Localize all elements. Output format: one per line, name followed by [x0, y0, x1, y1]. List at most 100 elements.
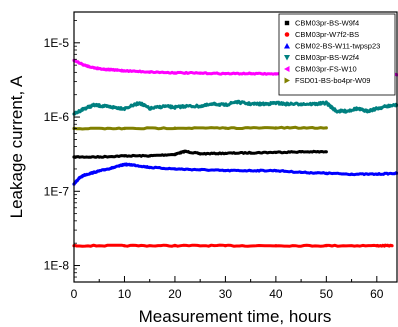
data-point [334, 109, 338, 113]
legend-label: CBM02-BS-W11-twpsp23 [295, 42, 380, 51]
data-point [173, 71, 177, 75]
x-tick-label: 20 [168, 287, 182, 301]
plot-frame [73, 11, 398, 283]
data-point [138, 101, 142, 105]
data-point [122, 126, 127, 131]
data-point [102, 67, 106, 71]
data-point [77, 176, 81, 180]
x-tick-label: 60 [370, 287, 384, 301]
data-point [324, 101, 328, 105]
data-point [163, 104, 167, 108]
data-point [122, 107, 127, 111]
data-point [198, 168, 202, 172]
data-point [344, 109, 349, 113]
data-point [324, 244, 328, 248]
data-point [299, 102, 303, 106]
y-tick-label: 1E-6 [44, 110, 70, 124]
x-tick-label: 50 [320, 287, 334, 301]
series-line-2 [73, 243, 393, 248]
x-tick-label: 10 [118, 287, 132, 301]
data-point [233, 100, 238, 104]
data-point [249, 102, 253, 106]
data-point [324, 150, 328, 154]
data-point [324, 171, 328, 175]
y-tick-label: 1E-5 [44, 36, 70, 50]
data-point [355, 107, 359, 111]
data-point [148, 107, 152, 111]
y-tick-label: 1E-8 [44, 259, 70, 273]
data-point [249, 151, 253, 155]
series-line-6 [73, 125, 327, 131]
y-axis: 1E-8 1E-7 1E-6 1E-5 [44, 20, 80, 283]
data-point [390, 244, 394, 248]
legend-marker [284, 66, 290, 72]
data-point [183, 149, 187, 153]
data-point [112, 105, 116, 109]
data-point [92, 170, 96, 174]
data-point [223, 72, 227, 76]
data-point [299, 170, 303, 174]
legend-label: CBM03pr-W7f2-BS [295, 30, 359, 39]
data-point [365, 109, 369, 113]
data-point [274, 169, 278, 173]
data-point [148, 165, 152, 169]
legend-label: FSD01-BS-bo4pr-W09 [295, 76, 370, 85]
data-point [350, 172, 354, 176]
x-tick-label: 0 [71, 287, 78, 301]
data-point [173, 126, 177, 130]
x-axis-title: Measurement time, hours [139, 307, 332, 326]
data-point [82, 173, 86, 177]
data-point [223, 126, 227, 130]
series-line-1 [73, 149, 327, 159]
legend-box [278, 13, 396, 96]
data-point [375, 172, 379, 176]
legend-marker [284, 20, 290, 26]
y-tick-label: 1E-7 [44, 184, 70, 198]
x-tick-label: 40 [269, 287, 283, 301]
data-point [223, 151, 227, 155]
data-point [97, 155, 101, 159]
legend-marker [284, 32, 290, 37]
data-point [102, 104, 106, 108]
y-axis-title: Leakage current, A [7, 75, 26, 218]
data-point [148, 154, 152, 158]
data-point [314, 102, 318, 106]
data-point [102, 168, 106, 172]
data-point [375, 244, 379, 248]
legend-marker [284, 55, 290, 61]
data-point [249, 169, 253, 173]
data-point [92, 66, 96, 70]
data-point [385, 104, 389, 108]
data-point [122, 244, 127, 248]
data-point [122, 69, 127, 73]
data-point [112, 68, 116, 72]
data-point [274, 72, 278, 76]
data-point [299, 150, 303, 154]
data-point [92, 103, 96, 107]
legend-marker [284, 43, 290, 49]
data-point [198, 152, 202, 156]
data-point [173, 244, 177, 248]
data-point [264, 102, 268, 106]
legend-label: CBM03pr-FS-W10 [295, 65, 357, 74]
data-point [223, 169, 227, 173]
data-point [375, 107, 379, 111]
data-point [82, 107, 86, 111]
data-point [122, 162, 127, 166]
data-point [173, 152, 177, 156]
data-point [274, 101, 278, 105]
data-point [183, 104, 187, 108]
data-point [133, 163, 137, 167]
legend-label: CBM03pr-BS-W2f4 [295, 53, 359, 62]
data-point [198, 104, 202, 108]
data-point [274, 126, 278, 130]
data-point [274, 244, 278, 248]
data-point [284, 102, 288, 106]
x-tick-label: 30 [219, 287, 233, 301]
data-point [148, 70, 152, 74]
legend-marker [284, 77, 290, 84]
data-point [249, 72, 253, 76]
data-point [112, 165, 116, 169]
data-point [173, 105, 177, 109]
